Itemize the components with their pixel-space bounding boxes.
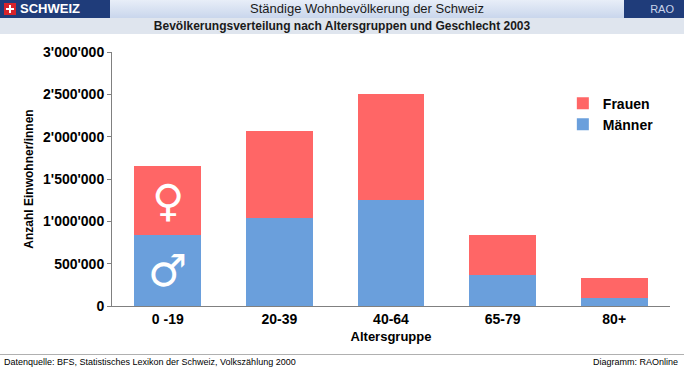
svg-text:Frauen: Frauen [603, 96, 650, 112]
svg-text:♂: ♂ [148, 245, 187, 296]
svg-text:80+: 80+ [602, 311, 626, 327]
svg-text:3'000'000: 3'000'000 [43, 44, 104, 60]
svg-text:Altersgruppe: Altersgruppe [351, 329, 432, 344]
svg-text:500'000: 500'000 [54, 256, 104, 272]
svg-text:20-39: 20-39 [261, 311, 297, 327]
svg-text:0: 0 [96, 298, 104, 314]
svg-text:0 -19: 0 -19 [152, 311, 184, 327]
html-text:Diagramm: RAOnline: Diagramm: RAOnline [593, 357, 678, 367]
html-text:Ständige Wohnbevölkerung der S: Ständige Wohnbevölkerung der Schweiz [250, 1, 484, 16]
html-text:SCHWEIZ: SCHWEIZ [20, 1, 80, 16]
svg-text:Männer: Männer [603, 117, 653, 133]
svg-text:2'000'000: 2'000'000 [43, 129, 104, 145]
svg-text:♀: ♀ [152, 175, 184, 226]
svg-text:1'000'000: 1'000'000 [43, 213, 104, 229]
html-text:RAO: RAO [650, 3, 674, 15]
svg-text:Anzahl Einwohner/innen: Anzahl Einwohner/innen [22, 109, 36, 248]
html-text:Datenquelle: BFS, Statistische: Datenquelle: BFS, Statistisches Lexikon … [4, 357, 296, 367]
svg-text:2'500'000: 2'500'000 [43, 86, 104, 102]
html-text:Bevölkerungsverteilung nach Al: Bevölkerungsverteilung nach Altersgruppe… [153, 19, 531, 33]
svg-text:1'500'000: 1'500'000 [43, 171, 104, 187]
svg-text:65-79: 65-79 [485, 311, 521, 327]
svg-text:40-64: 40-64 [373, 311, 409, 327]
